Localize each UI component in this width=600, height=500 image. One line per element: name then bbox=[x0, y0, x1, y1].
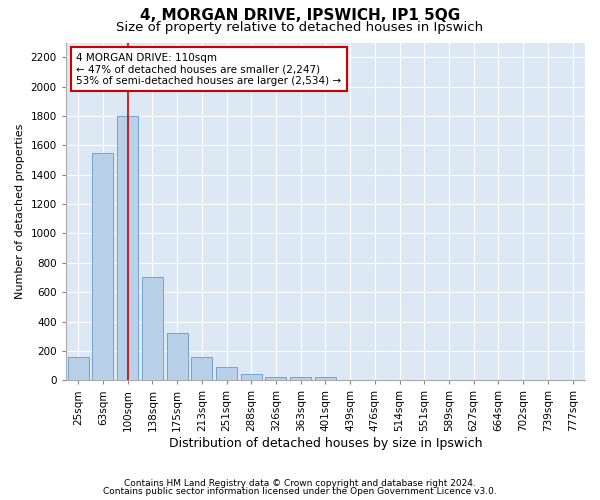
Bar bbox=[142, 278, 163, 380]
Bar bbox=[216, 367, 237, 380]
Text: 4, MORGAN DRIVE, IPSWICH, IP1 5QG: 4, MORGAN DRIVE, IPSWICH, IP1 5QG bbox=[140, 8, 460, 22]
Bar bbox=[117, 116, 138, 380]
Bar bbox=[92, 152, 113, 380]
Text: Contains HM Land Registry data © Crown copyright and database right 2024.: Contains HM Land Registry data © Crown c… bbox=[124, 478, 476, 488]
X-axis label: Distribution of detached houses by size in Ipswich: Distribution of detached houses by size … bbox=[169, 437, 482, 450]
Bar bbox=[290, 378, 311, 380]
Bar bbox=[265, 376, 286, 380]
Bar bbox=[315, 378, 336, 380]
Bar bbox=[191, 357, 212, 380]
Bar bbox=[241, 374, 262, 380]
Y-axis label: Number of detached properties: Number of detached properties bbox=[15, 124, 25, 299]
Bar bbox=[68, 357, 89, 380]
Text: Size of property relative to detached houses in Ipswich: Size of property relative to detached ho… bbox=[116, 21, 484, 34]
Text: Contains public sector information licensed under the Open Government Licence v3: Contains public sector information licen… bbox=[103, 487, 497, 496]
Bar bbox=[167, 334, 188, 380]
Text: 4 MORGAN DRIVE: 110sqm
← 47% of detached houses are smaller (2,247)
53% of semi-: 4 MORGAN DRIVE: 110sqm ← 47% of detached… bbox=[76, 52, 341, 86]
